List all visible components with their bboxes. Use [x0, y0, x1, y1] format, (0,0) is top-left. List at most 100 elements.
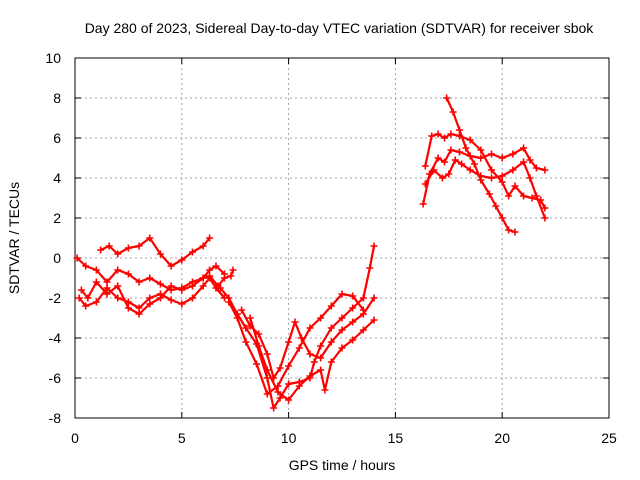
- data-point: [359, 306, 367, 314]
- plot-frame: [74, 57, 610, 419]
- data-point: [317, 354, 325, 362]
- data-point: [327, 324, 335, 332]
- data-point: [103, 290, 111, 298]
- data-point: [419, 200, 427, 208]
- data-point: [505, 226, 513, 234]
- chart-title: Day 280 of 2023, Sidereal Day-to-day VTE…: [85, 20, 595, 36]
- data-point: [327, 302, 335, 310]
- y-tick-label: 10: [45, 50, 61, 66]
- x-tick-label: 25: [601, 430, 617, 446]
- data-point: [470, 160, 478, 168]
- data-point: [253, 360, 261, 368]
- data-point: [488, 174, 496, 182]
- data-point: [458, 160, 466, 168]
- data-point: [520, 158, 528, 166]
- data-point: [188, 248, 196, 256]
- data-point: [146, 300, 154, 308]
- series-line: [78, 276, 226, 310]
- y-axis-label: SDTVAR / TECUs: [6, 182, 22, 294]
- data-point: [498, 178, 506, 186]
- data-point: [317, 366, 325, 374]
- y-tick-label: 2: [53, 210, 61, 226]
- data-point: [498, 214, 506, 222]
- x-tick-label: 20: [494, 430, 510, 446]
- data-point: [445, 170, 453, 178]
- data-point: [455, 126, 463, 134]
- data-point: [317, 314, 325, 322]
- data-point: [114, 282, 122, 290]
- data-point: [349, 292, 357, 300]
- data-point: [167, 262, 175, 270]
- data-point: [421, 180, 429, 188]
- data-point: [466, 166, 474, 174]
- data-point: [291, 318, 299, 326]
- data-point: [73, 254, 81, 262]
- data-point: [156, 280, 164, 288]
- grid-lines: [75, 58, 609, 418]
- data-point: [135, 242, 143, 250]
- data-point: [306, 324, 314, 332]
- data-point: [77, 286, 85, 294]
- data-point: [270, 404, 278, 412]
- data-point: [135, 278, 143, 286]
- series-line: [424, 132, 546, 210]
- y-tick-label: -6: [49, 370, 62, 386]
- data-point: [477, 176, 485, 184]
- data-point: [327, 358, 335, 366]
- series-arc-12: [443, 94, 519, 236]
- data-point: [338, 344, 346, 352]
- data-point: [485, 190, 493, 198]
- data-point: [263, 366, 271, 374]
- x-tick-label: 10: [281, 430, 297, 446]
- data-point: [488, 150, 496, 158]
- data-point: [114, 294, 122, 302]
- data-point: [178, 300, 186, 308]
- data-point: [82, 262, 90, 270]
- data-point: [199, 282, 207, 290]
- data-point: [229, 266, 237, 274]
- data-point: [541, 214, 549, 222]
- data-point: [462, 144, 470, 152]
- data-point: [135, 310, 143, 318]
- data-point: [295, 344, 303, 352]
- data-point: [449, 108, 457, 116]
- data-point: [255, 342, 263, 350]
- data-point: [92, 298, 100, 306]
- data-point: [511, 228, 519, 236]
- data-point: [97, 246, 105, 254]
- data-series: [73, 94, 549, 412]
- series-arc-3: [77, 262, 229, 318]
- series-arc-4: [97, 234, 214, 270]
- data-point: [509, 166, 517, 174]
- y-tick-label: 6: [53, 130, 61, 146]
- data-point: [441, 158, 449, 166]
- data-point: [285, 380, 293, 388]
- data-point: [199, 242, 207, 250]
- data-point: [178, 286, 186, 294]
- data-point: [274, 388, 282, 396]
- data-point: [84, 294, 92, 302]
- data-point: [238, 306, 246, 314]
- data-point: [532, 192, 540, 200]
- data-point: [156, 250, 164, 258]
- data-point: [221, 270, 229, 278]
- data-point: [310, 358, 318, 366]
- data-point: [276, 394, 284, 402]
- data-point: [156, 294, 164, 302]
- data-point: [438, 174, 446, 182]
- data-point: [370, 242, 378, 250]
- data-point: [146, 234, 154, 242]
- data-point: [526, 156, 534, 164]
- y-tick-label: 8: [53, 90, 61, 106]
- series-line: [99, 236, 211, 268]
- data-point: [359, 326, 367, 334]
- data-point: [124, 244, 132, 252]
- data-point: [541, 166, 549, 174]
- data-point: [75, 294, 83, 302]
- data-point: [105, 242, 113, 250]
- data-point: [528, 194, 536, 202]
- data-point: [103, 284, 111, 292]
- data-point: [434, 154, 442, 162]
- series-arc-10: [421, 130, 549, 212]
